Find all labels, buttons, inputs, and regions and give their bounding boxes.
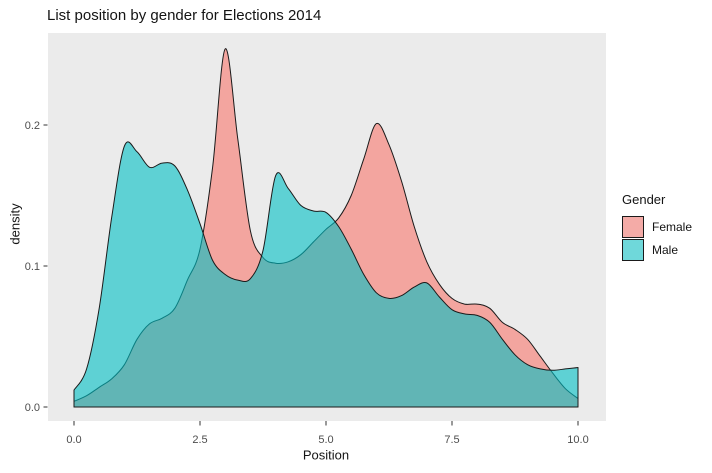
x-tick-label: 7.5 [444,434,459,446]
legend-label-female: Female [652,220,693,234]
x-tick-label: 0.0 [66,434,81,446]
legend-swatch-female-icon [622,216,644,238]
y-axis-ticks: 0.0 0.1 0.2 [25,120,48,414]
legend-swatch-male-icon [622,239,644,261]
legend-label-male: Male [652,243,679,257]
x-tick-label: 10.0 [567,434,588,446]
density-areas [73,48,579,408]
legend-entry-male: Male [622,239,712,261]
y-tick-label: 0.0 [25,402,40,414]
x-tick-label: 5.0 [318,434,333,446]
legend: Gender Female Male [622,192,712,262]
y-tick-label: 0.2 [25,120,40,132]
chart-title: List position by gender for Elections 20… [47,7,322,24]
density-area-male [73,141,579,408]
legend-entry-female: Female [622,216,712,238]
legend-title: Gender [622,192,666,207]
x-axis-ticks: 0.0 2.5 5.0 7.5 10.0 [66,421,589,446]
y-tick-label: 0.1 [25,261,40,273]
x-tick-label: 2.5 [192,434,207,446]
y-axis-title: density [7,203,23,245]
x-axis-title: Position [302,447,350,463]
